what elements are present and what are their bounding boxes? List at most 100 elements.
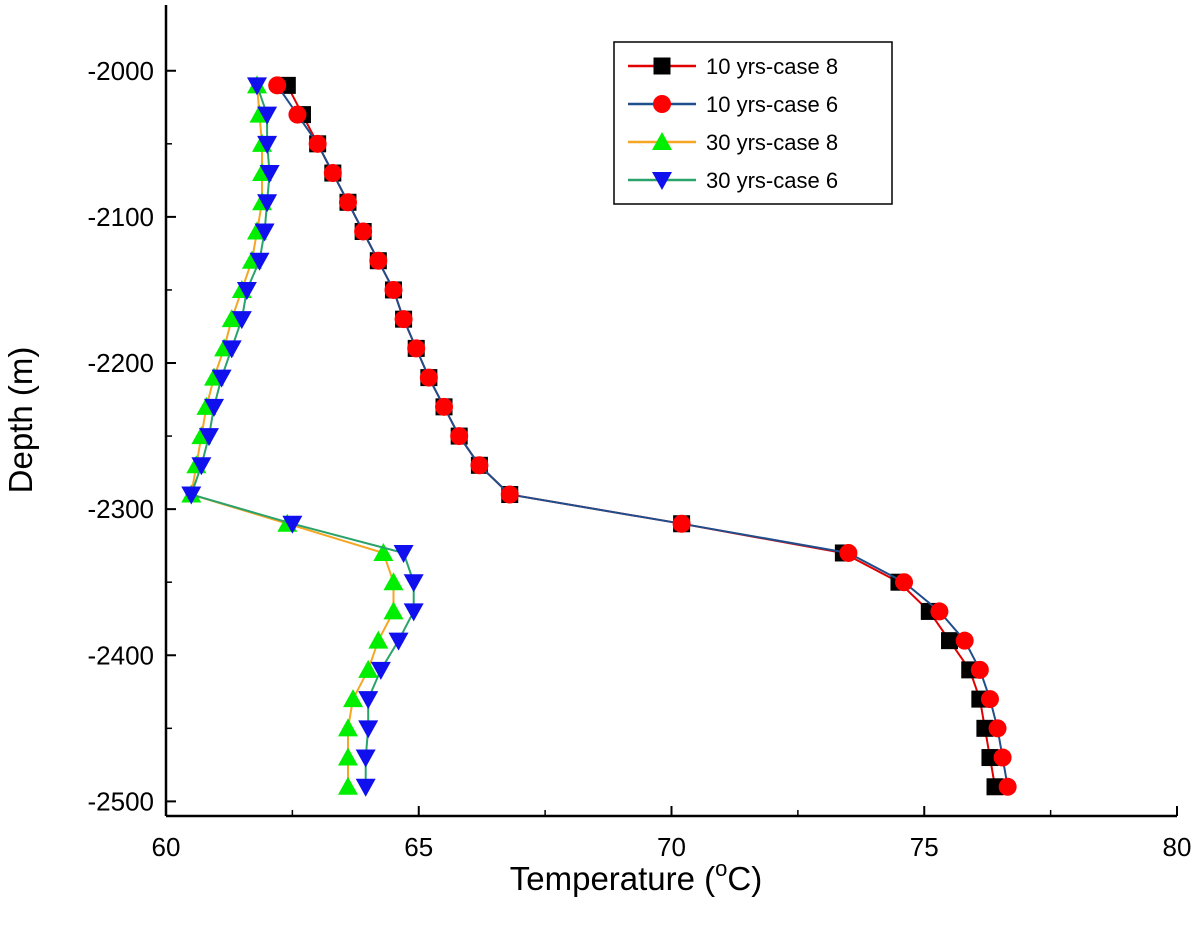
y-axis: -2000 -2100 -2200 -2300 -2400 -2500	[88, 56, 176, 816]
data-point	[221, 309, 242, 328]
y-tick-label: -2300	[88, 494, 155, 524]
data-point	[941, 632, 959, 650]
legend-label: 30 yrs-case 8	[706, 130, 838, 155]
legend: 10 yrs-case 8 10 yrs-case 6 30 yrs-case 8 3…	[613, 41, 893, 205]
series-4	[181, 77, 424, 797]
data-point	[383, 572, 404, 591]
data-point	[358, 659, 379, 678]
data-point	[337, 747, 358, 766]
data-point	[337, 718, 358, 737]
data-point	[308, 134, 327, 153]
data-point	[370, 661, 391, 680]
data-point	[976, 719, 994, 737]
data-point	[384, 280, 403, 299]
data-point	[343, 689, 364, 708]
data-point	[257, 194, 278, 213]
data-point	[337, 776, 358, 795]
series-line	[190, 85, 415, 787]
y-tick-label: -2100	[88, 202, 155, 232]
data-point	[672, 514, 691, 533]
x-tick-label: 75	[910, 832, 939, 862]
data-point	[354, 222, 373, 241]
data-point	[393, 544, 414, 563]
data-point	[355, 778, 376, 797]
data-point	[839, 543, 858, 562]
x-tick-label: 65	[404, 832, 433, 862]
x-axis-title-main: Temperature (	[510, 860, 715, 897]
data-point	[981, 749, 999, 767]
data-point	[988, 719, 1007, 738]
data-point	[254, 223, 275, 242]
data-point	[257, 135, 278, 154]
series-line	[190, 85, 395, 787]
x-axis-title-sup: o	[715, 856, 727, 881]
data-point	[383, 601, 404, 620]
data-point	[970, 660, 989, 679]
legend-marker	[652, 172, 672, 190]
x-axis-title-suffix: C)	[727, 860, 762, 897]
data-point	[211, 369, 232, 388]
y-tick-label: -2400	[88, 640, 155, 670]
data-point	[403, 574, 424, 593]
legend-label: 10 yrs-case 6	[706, 92, 838, 117]
data-point	[500, 485, 519, 504]
data-point	[288, 105, 307, 124]
data-point	[181, 486, 202, 505]
legend-marker	[653, 57, 671, 75]
legend-marker	[652, 132, 672, 150]
data-point	[231, 311, 252, 330]
data-point	[355, 749, 376, 768]
data-point	[394, 310, 413, 329]
data-point	[419, 368, 438, 387]
data-point	[204, 398, 225, 417]
data-point	[955, 631, 974, 650]
series-layer	[181, 75, 1017, 797]
data-point	[268, 76, 287, 95]
legend-item: 30 yrs-case 6	[628, 168, 838, 193]
data-point	[369, 251, 388, 270]
data-point	[282, 515, 303, 534]
data-point	[249, 252, 270, 271]
data-point	[930, 602, 949, 621]
data-point	[368, 630, 389, 649]
data-point	[257, 106, 278, 125]
data-point	[980, 690, 999, 709]
data-point	[198, 428, 219, 447]
series-2	[268, 76, 1017, 796]
data-point	[323, 164, 342, 183]
data-point	[246, 77, 267, 96]
legend-item: 10 yrs-case 6	[628, 92, 838, 117]
legend-label: 30 yrs-case 6	[706, 168, 838, 193]
data-point	[435, 397, 454, 416]
data-point	[998, 777, 1017, 796]
x-tick-label: 60	[152, 832, 181, 862]
data-point	[407, 339, 426, 358]
data-point	[191, 457, 212, 476]
data-point	[259, 165, 280, 184]
data-point	[403, 603, 424, 622]
x-axis: 60 65 70 75 80	[152, 806, 1192, 862]
legend-marker	[653, 95, 671, 113]
data-point	[470, 456, 489, 475]
data-point	[895, 573, 914, 592]
data-point	[221, 340, 242, 359]
x-tick-label: 80	[1163, 832, 1192, 862]
legend-item: 30 yrs-case 8	[628, 130, 838, 155]
legend-label: 10 yrs-case 8	[706, 54, 838, 79]
y-axis-title: Depth (m)	[2, 347, 39, 494]
data-point	[358, 720, 379, 739]
data-point	[236, 281, 257, 300]
data-point	[986, 778, 1004, 796]
x-axis-title: Temperature (oC)	[510, 856, 763, 897]
legend-item: 10 yrs-case 8	[628, 54, 838, 79]
y-tick-label: -2000	[88, 56, 155, 86]
data-point	[450, 427, 469, 446]
data-point	[993, 748, 1012, 767]
x-tick-label: 70	[657, 832, 686, 862]
data-point	[358, 691, 379, 710]
y-tick-label: -2500	[88, 786, 155, 816]
data-point	[373, 542, 394, 561]
data-point	[338, 193, 357, 212]
y-tick-label: -2200	[88, 348, 155, 378]
